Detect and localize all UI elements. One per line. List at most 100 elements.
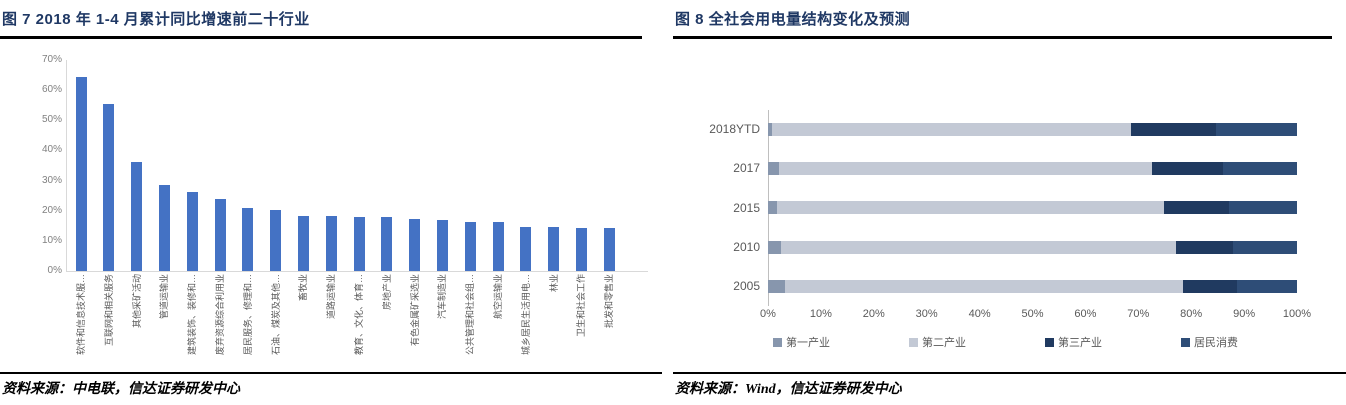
stacked-bar-segment xyxy=(1228,201,1297,215)
stacked-bar-segment xyxy=(781,240,1176,254)
stacked-bar-segment xyxy=(1175,240,1233,254)
x-axis-category-label: 教育、文化、体育… xyxy=(354,274,364,356)
x-axis-tick-label: 60% xyxy=(1074,308,1097,320)
legend-label: 居民消费 xyxy=(1194,337,1238,349)
bar xyxy=(353,216,365,271)
bar xyxy=(131,161,143,271)
x-axis-category-label: 软件和信息技术服… xyxy=(76,274,86,356)
bar xyxy=(270,209,282,271)
stacked-bar-segment xyxy=(768,161,779,175)
figure-8-panel: 图 8 全社会用电量结构变化及预测 2018YTD 2017 2015 2010 200… xyxy=(673,0,1346,405)
stacked-bar-segment xyxy=(768,279,785,293)
bar xyxy=(409,218,421,271)
bar xyxy=(548,227,560,271)
x-axis-tick-label: 10% xyxy=(809,308,832,320)
x-axis-tick-label: 50% xyxy=(1021,308,1044,320)
bar xyxy=(464,221,476,271)
stacked-bar-segment xyxy=(1130,122,1216,136)
bar xyxy=(242,207,254,271)
y-axis-tick-label: 10% xyxy=(41,234,62,246)
y-axis-tick-label: 70% xyxy=(41,54,62,65)
y-axis-tick-label: 30% xyxy=(41,174,62,186)
x-axis-category-label: 道路运输业 xyxy=(326,274,337,320)
bar xyxy=(492,222,504,271)
x-axis-category-label: 居民服务、修理和… xyxy=(242,274,253,356)
x-axis-category-label: 林业 xyxy=(548,274,559,293)
bar xyxy=(520,226,532,271)
bar xyxy=(575,227,587,271)
x-axis-tick-label: 40% xyxy=(968,308,991,320)
stacked-bar-segment xyxy=(1183,279,1238,293)
figure-7-panel: 图 7 2018 年 1-4 月累计同比增速前二十行业 0% 10% 20% 30% 4… xyxy=(0,0,662,405)
y-axis-line xyxy=(66,60,67,271)
x-axis-category-label: 有色金属矿采选业 xyxy=(409,274,420,347)
x-axis-category-label: 汽车制造业 xyxy=(437,274,448,320)
y-axis-tick-label: 0% xyxy=(47,265,62,276)
x-axis-category-label: 航空运输业 xyxy=(493,274,503,320)
x-axis-tick-label: 0% xyxy=(760,308,776,320)
stacked-bar-segment xyxy=(1151,161,1224,175)
x-axis-tick-label: 30% xyxy=(915,308,938,320)
figure-8-title-rule xyxy=(673,36,1332,39)
figure-7-title-rule xyxy=(0,36,642,39)
x-axis-category-label: 废弃资源综合利用业 xyxy=(215,274,225,356)
stacked-bar-segment xyxy=(776,201,1164,215)
x-axis-category-label: 房地产业 xyxy=(381,274,392,311)
figure-7-source: 资料来源：中电联，信达证券研发中心 xyxy=(2,382,240,397)
x-axis-category-label: 建筑装饰、装修和… xyxy=(187,274,198,356)
bar xyxy=(436,219,448,271)
category-label: 2005 xyxy=(733,279,760,294)
category-label: 2010 xyxy=(733,240,760,254)
figure-8-bottom-rule xyxy=(673,372,1346,374)
stacked-bar-segment xyxy=(1237,279,1297,293)
bar xyxy=(103,104,115,271)
y-axis-tick-label: 60% xyxy=(41,84,62,96)
bar xyxy=(158,184,170,271)
bar xyxy=(381,217,393,271)
figure-8-stacked-bar-chart: 2018YTD 2017 2015 2010 2005 0% 10% 20% 30% 40% 50%… xyxy=(673,44,1346,370)
x-axis-category-label: 互联网和相关服务 xyxy=(103,274,114,347)
legend-label: 第一产业 xyxy=(786,337,830,349)
x-axis-tick-label: 20% xyxy=(862,308,885,320)
figure-8-source: 资料来源：Wind，信达证券研发中心 xyxy=(675,382,902,397)
category-label: 2018YTD xyxy=(709,122,760,136)
bar xyxy=(325,216,337,271)
legend-item: 第二产业 xyxy=(909,336,966,349)
figure-7-bar-chart: 0% 10% 20% 30% 40% 50% 60% 70% 软件和信息技术服… 互联网和相关服务… xyxy=(0,44,660,370)
x-axis-category-label: 其他采矿活动 xyxy=(131,274,142,329)
y-axis-tick-label: 40% xyxy=(41,144,62,156)
stacked-bar-segment xyxy=(768,240,782,254)
x-axis-category-label: 公共管理和社会组… xyxy=(465,274,476,356)
stacked-bar-segment xyxy=(1163,201,1229,215)
x-axis-category-label: 批发和零售业 xyxy=(604,274,615,329)
x-axis-tick-label: 90% xyxy=(1233,308,1256,320)
bar xyxy=(603,228,615,271)
x-axis-category-label: 卫生和社会工作 xyxy=(576,274,587,338)
legend-swatch-icon xyxy=(1045,337,1054,347)
bar xyxy=(214,198,226,271)
stacked-bar-segment xyxy=(768,122,773,136)
x-axis-category-label: 石油、煤炭及其他… xyxy=(270,274,281,356)
bar xyxy=(75,76,87,271)
legend-swatch-icon xyxy=(909,337,918,347)
bar xyxy=(297,215,309,271)
legend-item: 居民消费 xyxy=(1181,336,1238,349)
stacked-bar-segment xyxy=(1223,161,1297,175)
stacked-bar-segment xyxy=(784,279,1184,293)
x-axis-category-label: 管道运输业 xyxy=(159,274,170,320)
figure-7-title: 图 7 2018 年 1-4 月累计同比增速前二十行业 xyxy=(2,11,310,28)
x-axis-category-label: 城乡居民生活用电… xyxy=(520,274,531,356)
stacked-bar-segment xyxy=(772,122,1131,136)
x-axis-tick-label: 70% xyxy=(1127,308,1150,320)
x-axis-line xyxy=(66,271,648,272)
bar xyxy=(186,192,198,271)
legend-swatch-icon xyxy=(1181,337,1190,347)
legend-item: 第三产业 xyxy=(1045,336,1102,349)
stacked-bar-segment xyxy=(1215,122,1297,136)
x-axis-tick-label: 100% xyxy=(1282,308,1312,320)
category-label: 2015 xyxy=(733,200,760,215)
stacked-bar-segment xyxy=(1232,240,1297,254)
category-label: 2017 xyxy=(733,161,760,176)
stacked-bar-segment xyxy=(768,201,777,215)
y-axis-tick-label: 20% xyxy=(41,204,62,216)
